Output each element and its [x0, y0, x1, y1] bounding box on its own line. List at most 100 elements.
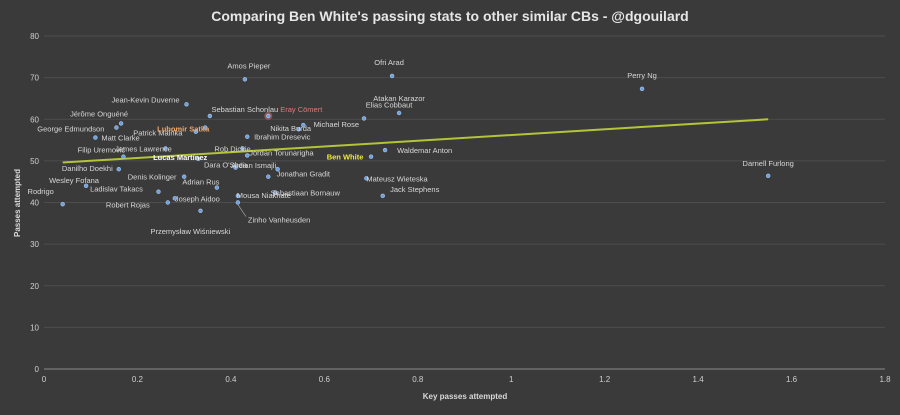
chart-title: Comparing Ben White's passing stats to o… — [211, 8, 688, 24]
x-tick-label: 0.4 — [225, 375, 237, 384]
x-tick-label: 0 — [42, 375, 47, 384]
data-point — [245, 153, 250, 158]
y-tick-label: 30 — [30, 240, 39, 249]
data-label: Perry Ng — [627, 71, 657, 80]
data-point — [116, 167, 121, 172]
data-label: George Edmundson — [37, 125, 104, 134]
data-label: Matt Clarke — [101, 134, 139, 143]
data-label: Lucas Martínez — [153, 153, 207, 162]
data-labels: Amos Pieper Ofri Arad Perry Ng Jean-Kevin D… — [28, 58, 794, 236]
data-point — [202, 125, 208, 130]
data-point — [181, 174, 187, 179]
x-tick-label: 0.8 — [412, 375, 424, 384]
data-label: Ladislav Takacs — [90, 185, 143, 194]
data-label: Adrian Rus — [182, 178, 219, 187]
x-axis-label: Key passes attempted — [423, 392, 508, 401]
data-label: Lubomir Satka — [157, 125, 210, 134]
y-tick-label: 20 — [30, 282, 39, 291]
data-label: Jonathan Gradit — [277, 170, 331, 179]
data-label: Rob Dickie — [214, 144, 250, 153]
data-point — [273, 190, 278, 195]
data-label: Waldemar Anton — [397, 146, 452, 155]
data-point — [198, 208, 203, 214]
data-label: Amos Pieper — [227, 61, 270, 70]
data-label: Nikita Burda — [270, 124, 312, 133]
data-label: Michael Rose — [314, 120, 359, 129]
y-axis-ticks: 0 10 20 30 40 50 60 70 80 — [30, 32, 39, 374]
data-points — [60, 73, 771, 214]
data-point — [235, 200, 241, 205]
data-label: Atakan Karazor — [373, 94, 425, 103]
data-label: Darnell Furlong — [743, 159, 794, 168]
data-point — [118, 121, 124, 126]
data-label: Dara O'Shea — [204, 161, 248, 170]
data-label: Robert Rojas — [106, 201, 150, 210]
data-point — [193, 129, 199, 134]
data-point — [389, 73, 395, 79]
y-tick-label: 60 — [30, 115, 39, 124]
label-leader — [237, 204, 247, 217]
data-point — [296, 127, 301, 132]
data-label: Elias Cobbaut — [366, 100, 414, 109]
data-point — [380, 193, 385, 199]
data-point — [368, 154, 374, 159]
data-point — [214, 185, 220, 190]
data-point — [235, 193, 241, 199]
data-label: Zinho Vanheusden — [248, 216, 310, 225]
x-axis-ticks: 0 0.2 0.4 0.6 0.8 1 1.2 1.4 1.6 1.8 — [42, 375, 891, 384]
data-point — [245, 134, 250, 139]
x-tick-label: 1.8 — [879, 375, 891, 384]
data-point — [765, 173, 771, 179]
label-leaders — [237, 204, 247, 217]
x-tick-label: 1.6 — [786, 375, 798, 384]
data-point — [83, 183, 89, 189]
data-label: Jean-Kevin Duverne — [112, 95, 180, 104]
data-point — [207, 113, 213, 119]
trendline — [62, 118, 769, 164]
data-label: Eray Cömert — [280, 105, 323, 114]
data-label: Przemysław Wiśniewski — [151, 227, 231, 236]
data-label: Joseph Aidoo — [175, 194, 220, 203]
data-label: Ben White — [327, 153, 364, 162]
data-point — [396, 110, 402, 116]
data-label: Denis Kolinger — [128, 173, 177, 182]
data-point — [240, 146, 245, 151]
data-point — [242, 77, 248, 82]
data-point — [184, 102, 189, 107]
data-point — [301, 122, 306, 128]
data-point — [114, 125, 119, 130]
data-label: Jack Stephens — [390, 185, 439, 194]
data-point — [121, 154, 126, 159]
data-label: Rodrigo — [28, 187, 54, 196]
y-tick-label: 40 — [30, 199, 39, 208]
data-label: Patrick Mainka — [133, 129, 183, 138]
data-label: James Lawrence — [115, 144, 172, 153]
data-point — [165, 200, 171, 205]
data-label: Mateusz Wieteska — [366, 174, 428, 183]
data-point — [364, 176, 369, 181]
data-label: Filip Uremović — [78, 146, 126, 155]
data-point — [361, 116, 367, 121]
y-tick-label: 10 — [30, 323, 39, 332]
data-label: Sebastiaan Bornauw — [271, 189, 341, 198]
data-point — [60, 201, 65, 207]
data-point — [639, 86, 645, 92]
data-label: Mousa Niakhaté — [237, 191, 291, 200]
y-tick-label: 70 — [30, 74, 39, 83]
data-label: Jordan Torunarigha — [249, 148, 314, 157]
data-point — [156, 189, 161, 194]
data-point — [163, 146, 168, 151]
data-point — [172, 196, 178, 201]
data-label: Ofri Arad — [374, 58, 404, 67]
data-point — [275, 167, 280, 172]
gridlines — [44, 35, 885, 370]
data-label: Wesley Fofana — [49, 176, 100, 185]
data-point — [195, 156, 201, 161]
x-tick-label: 1.2 — [599, 375, 611, 384]
data-point — [266, 174, 271, 179]
y-axis-label: Passes attempted — [13, 169, 22, 237]
data-point — [382, 147, 388, 153]
y-tick-label: 50 — [30, 157, 39, 166]
x-tick-label: 0.6 — [319, 375, 331, 384]
